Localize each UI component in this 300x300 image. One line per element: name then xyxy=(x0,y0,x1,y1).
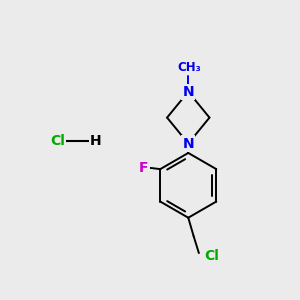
Text: F: F xyxy=(139,161,148,175)
Text: CH₃: CH₃ xyxy=(177,61,201,74)
Text: N: N xyxy=(182,136,194,151)
Text: Cl: Cl xyxy=(204,249,219,263)
Text: H: H xyxy=(90,134,101,148)
Text: Cl: Cl xyxy=(50,134,65,148)
Text: N: N xyxy=(182,85,194,99)
